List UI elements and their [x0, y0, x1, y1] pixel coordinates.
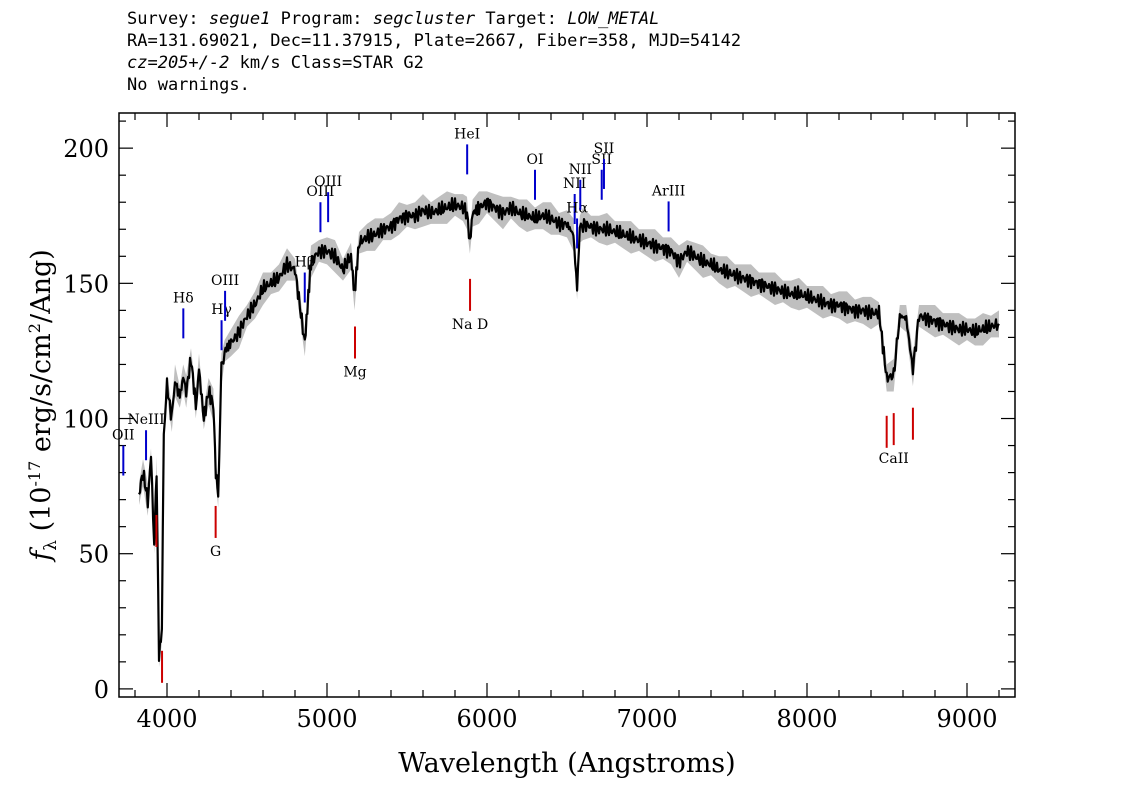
x-tick-label: 8000 — [776, 705, 837, 733]
header-line-4: No warnings. — [127, 75, 250, 95]
cz-label: cz= — [127, 53, 158, 73]
program-label: Program: — [280, 9, 363, 29]
cz-value: 205+/-2 — [157, 53, 230, 73]
emission-line-label: Hγ — [211, 302, 232, 318]
emission-line-label: SII — [591, 152, 612, 168]
y-axis-title: fλ (10-17 erg/s/cm2/Ang) — [25, 249, 61, 563]
absorption-line-label: Mg — [343, 364, 366, 380]
emission-line-label: HeI — [454, 126, 480, 142]
x-tick-label: 7000 — [616, 705, 677, 733]
emission-line-label: ArIII — [651, 183, 685, 199]
x-tick-label: 4000 — [136, 705, 197, 733]
y-tick-label: 100 — [63, 406, 109, 434]
header-line-1: Survey: segue1 Program: segcluster Targe… — [127, 8, 741, 30]
survey-value: segue1 — [208, 9, 271, 29]
emission-line-label: Hα — [566, 200, 588, 216]
survey-label: Survey: — [127, 9, 199, 29]
error-band — [139, 191, 999, 668]
emission-line-label: OIII — [314, 174, 342, 190]
x-tick-label: 5000 — [296, 705, 357, 733]
cz-units: km/s — [229, 53, 281, 73]
emission-line-label: NII — [569, 162, 592, 178]
program-value: segcluster — [372, 9, 476, 29]
emission-line-label: SII — [594, 141, 615, 157]
class-text: Class=STAR G2 — [280, 53, 424, 73]
x-tick-label: 9000 — [936, 705, 997, 733]
y-tick-label: 50 — [78, 541, 109, 569]
emission-line-label: OI — [526, 152, 543, 168]
emission-line-label: OIII — [211, 273, 239, 289]
plot-frame — [118, 112, 1016, 698]
y-tick-label: 0 — [94, 676, 109, 704]
absorption-line-label: G — [210, 544, 221, 560]
absorption-line-label: Na D — [452, 317, 488, 333]
y-tick-label: 150 — [63, 270, 109, 298]
emission-line-label: Hβ — [295, 255, 315, 271]
spectrum-header: Survey: segue1 Program: segcluster Targe… — [127, 8, 741, 96]
emission-line-label: Hδ — [173, 290, 194, 306]
emission-line-label: NeIII — [127, 412, 164, 428]
emission-line-label: OII — [112, 428, 135, 444]
header-line-3: cz=205+/-2 km/s Class=STAR G2 — [127, 52, 741, 74]
target-value: LOW_METAL — [567, 9, 660, 29]
absorption-line-label: CaII — [879, 451, 909, 467]
header-line-2: RA=131.69021, Dec=11.37915, Plate=2667, … — [127, 31, 742, 51]
target-label: Target: — [485, 9, 557, 29]
spectrum-line — [138, 197, 1000, 663]
x-axis-title: Wavelength (Angstroms) — [398, 748, 735, 779]
y-tick-label: 200 — [63, 135, 109, 163]
x-tick-label: 6000 — [456, 705, 517, 733]
emission-line-label: NII — [563, 176, 586, 192]
